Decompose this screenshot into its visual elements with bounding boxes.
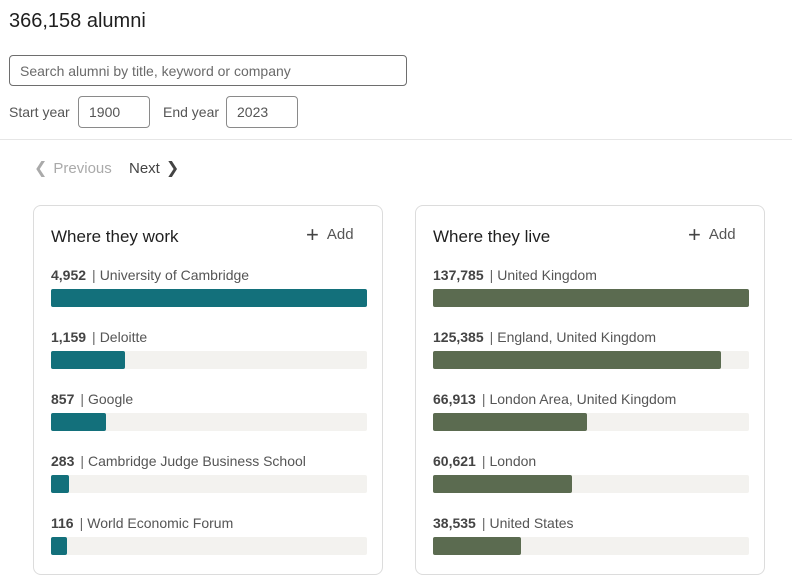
row-name: London	[489, 453, 537, 469]
bar-track	[51, 475, 367, 493]
row-count: 137,785	[433, 267, 484, 283]
bar-fill	[51, 351, 125, 369]
card-title: Where they work	[51, 227, 179, 246]
bar-track	[51, 351, 367, 369]
row-label: 38,535 | United States	[433, 515, 574, 531]
employer-row[interactable]: 4,952 | University of Cambridge	[51, 267, 367, 307]
row-count: 283	[51, 453, 75, 469]
bar-track	[433, 289, 749, 307]
row-name: England, United Kingdom	[497, 329, 657, 345]
row-label: 283 | Cambridge Judge Business School	[51, 453, 306, 469]
employer-row[interactable]: 1,159 | Deloitte	[51, 329, 367, 369]
row-name: University of Cambridge	[99, 267, 250, 283]
plus-icon: +	[306, 221, 319, 247]
bar-track	[433, 413, 749, 431]
bar-track	[51, 537, 367, 555]
bar-track	[433, 475, 749, 493]
separator: |	[481, 453, 486, 469]
end-year-input[interactable]	[226, 96, 298, 128]
row-name: Google	[88, 391, 134, 407]
start-year-input[interactable]	[78, 96, 150, 128]
chevron-right-icon: ❯	[165, 159, 180, 177]
row-count: 1,159	[51, 329, 87, 345]
card-title: Where they live	[433, 227, 551, 246]
location-row[interactable]: 66,913 | London Area, United Kingdom	[433, 391, 749, 431]
separator: |	[489, 267, 494, 283]
row-name: Cambridge Judge Business School	[88, 453, 306, 469]
alumni-search-input[interactable]	[9, 55, 407, 86]
row-count: 125,385	[433, 329, 484, 345]
row-count: 60,621	[433, 453, 476, 469]
separator: |	[80, 391, 84, 407]
location-row[interactable]: 137,785 | United Kingdom	[433, 267, 749, 307]
separator: |	[481, 391, 486, 407]
where-they-live-card: Where they live + Add 137,785 | United Kin…	[415, 205, 765, 575]
previous-label: Previous	[53, 160, 112, 177]
separator: |	[92, 329, 96, 345]
separator: |	[79, 515, 84, 531]
bar-fill	[433, 475, 573, 493]
location-row[interactable]: 60,621 | London	[433, 453, 749, 493]
location-row[interactable]: 125,385 | England, United Kingdom	[433, 329, 749, 369]
bar-track	[51, 413, 367, 431]
row-label: 137,785 | United Kingdom	[433, 267, 597, 283]
add-work-button[interactable]: + Add	[306, 221, 354, 247]
divider	[0, 139, 792, 140]
separator: |	[80, 453, 84, 469]
row-name: United Kingdom	[497, 267, 597, 283]
bar-track	[51, 289, 367, 307]
next-button[interactable]: Next ❯	[129, 160, 179, 177]
bar-track	[433, 537, 749, 555]
separator: |	[489, 329, 494, 345]
bar-fill	[51, 475, 69, 493]
separator: |	[92, 267, 96, 283]
employer-row[interactable]: 283 | Cambridge Judge Business School	[51, 453, 367, 493]
row-name: United States	[489, 515, 574, 531]
row-count: 4,952	[51, 267, 87, 283]
row-label: 60,621 | London	[433, 453, 536, 469]
row-count: 116	[51, 515, 74, 531]
row-name: Deloitte	[99, 329, 148, 345]
row-label: 116 | World Economic Forum	[51, 515, 233, 531]
plus-icon: +	[688, 221, 701, 247]
location-row[interactable]: 38,535 | United States	[433, 515, 749, 555]
row-label: 125,385 | England, United Kingdom	[433, 329, 656, 345]
bar-fill	[51, 537, 67, 555]
previous-button[interactable]: ❮ Previous	[34, 160, 112, 177]
employer-row[interactable]: 116 | World Economic Forum	[51, 515, 367, 555]
row-label: 66,913 | London Area, United Kingdom	[433, 391, 676, 407]
add-label: Add	[708, 226, 736, 243]
bar-fill	[433, 289, 749, 307]
employer-row[interactable]: 857 | Google	[51, 391, 367, 431]
bar-track	[433, 351, 749, 369]
row-label: 1,159 | Deloitte	[51, 329, 147, 345]
alumni-count-title: 366,158 alumni	[9, 10, 146, 32]
add-label: Add	[326, 226, 354, 243]
next-label: Next	[129, 160, 160, 177]
start-year-label: Start year	[9, 104, 70, 120]
row-count: 38,535	[433, 515, 476, 531]
bar-fill	[51, 413, 106, 431]
where-they-work-card: Where they work + Add 4,952 | University o…	[33, 205, 383, 575]
bar-fill	[433, 537, 522, 555]
row-label: 857 | Google	[51, 391, 133, 407]
row-count: 857	[51, 391, 75, 407]
separator: |	[481, 515, 486, 531]
chevron-left-icon: ❮	[34, 159, 48, 177]
end-year-label: End year	[163, 104, 220, 120]
bar-fill	[433, 413, 587, 431]
row-name: London Area, United Kingdom	[489, 391, 677, 407]
add-location-button[interactable]: + Add	[688, 221, 736, 247]
row-name: World Economic Forum	[87, 515, 234, 531]
bar-fill	[433, 351, 721, 369]
row-count: 66,913	[433, 391, 476, 407]
bar-fill	[51, 289, 367, 307]
row-label: 4,952 | University of Cambridge	[51, 267, 249, 283]
